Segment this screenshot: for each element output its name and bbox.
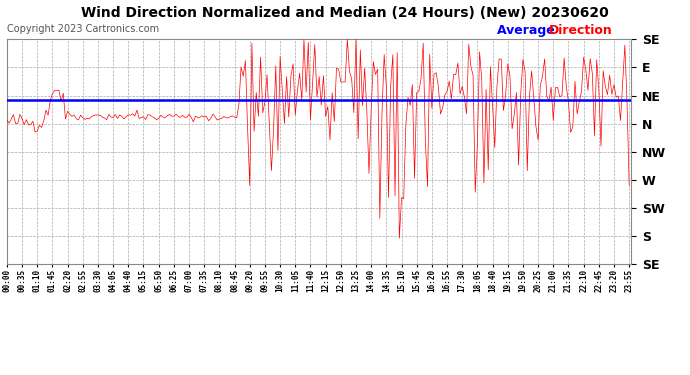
Text: Wind Direction Normalized and Median (24 Hours) (New) 20230620: Wind Direction Normalized and Median (24…: [81, 6, 609, 20]
Text: Average: Average: [497, 24, 559, 38]
Text: Direction: Direction: [549, 24, 612, 38]
Text: Copyright 2023 Cartronics.com: Copyright 2023 Cartronics.com: [7, 24, 159, 34]
